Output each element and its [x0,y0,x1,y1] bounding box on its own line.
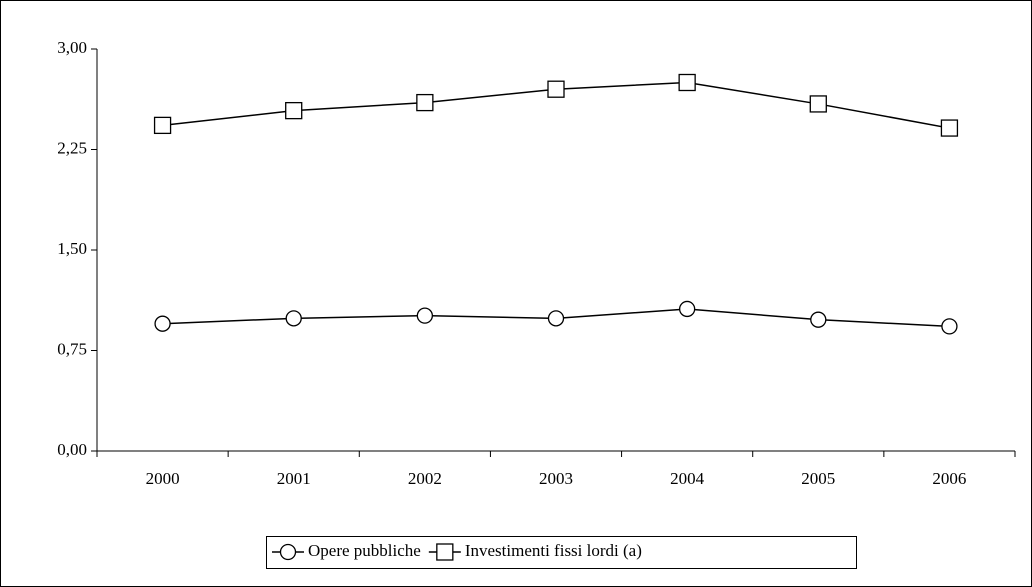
marker-square [285,101,303,120]
x-tick-label: 2000 [146,469,180,488]
marker-circle [547,310,565,327]
x-tick-label: 2004 [670,469,705,488]
legend-label: Opere pubbliche [308,541,421,560]
marker-circle [416,307,434,324]
y-tick-label: 1,50 [57,239,87,258]
marker-square [678,73,696,92]
legend-box [266,536,857,569]
marker-circle [678,300,696,318]
marker-square [153,116,172,135]
marker-square [547,80,565,98]
y-tick-label: 0,00 [57,440,87,459]
marker-square [416,93,434,112]
y-tick-label: 0,75 [57,339,87,358]
x-tick-label: 2006 [932,469,966,488]
y-tick-label: 3,00 [57,38,87,57]
y-tick-label: 2,25 [57,138,87,157]
legend-marker [436,543,454,561]
x-tick-label: 2001 [277,469,311,488]
legend-marker [279,543,297,561]
x-tick-label: 2005 [801,469,835,488]
marker-square [940,119,959,137]
marker-circle [154,315,171,332]
x-tick-label: 2002 [408,469,442,488]
marker-circle [285,310,302,327]
marker-square [809,95,827,113]
marker-circle [810,311,827,328]
x-tick-label: 2003 [539,469,573,488]
marker-circle [941,318,958,335]
legend-label: Investimenti fissi lordi (a) [465,541,642,560]
